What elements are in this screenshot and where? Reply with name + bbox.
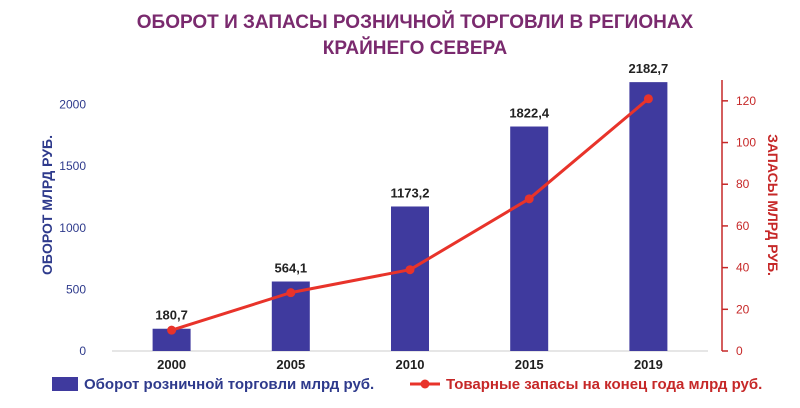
- left-tick-label: 1500: [59, 159, 86, 173]
- right-tick-label: 20: [736, 302, 750, 316]
- stock-point: [405, 265, 415, 275]
- x-category-label: 2005: [276, 357, 305, 372]
- right-tick-label: 100: [736, 136, 756, 150]
- stock-point: [643, 94, 653, 104]
- stock-point: [524, 194, 534, 204]
- right-tick-label: 60: [736, 219, 750, 233]
- x-category-label: 2019: [634, 357, 663, 372]
- bar: [510, 126, 549, 351]
- right-axis-title: ЗАПАСЫ МЛРД РУБ.: [765, 134, 781, 276]
- legend-line-label: Товарные запасы на конец года млрд руб.: [446, 376, 762, 393]
- bar-series: 180,7 564,1 1173,2 1822,4 2182,7: [152, 61, 669, 351]
- bar: [152, 328, 191, 351]
- bar: [391, 206, 429, 351]
- line-series: [167, 94, 653, 335]
- right-y-axis: 0 20 40 60 80 100 120: [721, 80, 756, 358]
- left-tick-label: 0: [79, 344, 86, 358]
- chart-title-line2: КРАЙНЕГО СЕВЕРА: [323, 37, 508, 59]
- left-tick-label: 500: [66, 282, 86, 296]
- bar-value-label: 180,7: [155, 308, 188, 323]
- legend-bar-label: Оборот розничной торговли млрд руб.: [84, 376, 374, 393]
- legend: Оборот розничной торговли млрд руб. Това…: [52, 376, 762, 393]
- bar-value-label: 2182,7: [629, 61, 669, 76]
- legend-bar-swatch: [52, 377, 78, 391]
- x-category-label: 2000: [157, 357, 186, 372]
- legend-line-marker: [420, 379, 430, 389]
- stock-point: [167, 325, 177, 335]
- bar-value-label: 1173,2: [390, 185, 429, 200]
- right-tick-label: 80: [736, 177, 750, 191]
- right-tick-label: 120: [736, 94, 756, 108]
- bar-value-label: 1822,4: [509, 106, 550, 121]
- left-tick-label: 1000: [59, 221, 86, 235]
- x-category-label: 2015: [515, 357, 544, 372]
- stock-point: [286, 288, 296, 298]
- left-tick-label: 2000: [59, 98, 86, 112]
- x-category-label: 2010: [396, 357, 425, 372]
- x-axis-categories: 2000 2005 2010 2015 2019: [157, 357, 663, 372]
- right-tick-label: 40: [736, 261, 750, 275]
- left-axis-title: ОБОРОТ МЛРД РУБ.: [39, 135, 55, 275]
- bar-value-label: 564,1: [275, 261, 308, 276]
- left-y-axis: 0 500 1000 1500 2000: [59, 98, 86, 358]
- chart-title-line1: ОБОРОТ И ЗАПАСЫ РОЗНИЧНОЙ ТОРГОВЛИ В РЕГ…: [137, 11, 694, 33]
- right-tick-label: 0: [736, 344, 743, 358]
- bar: [629, 82, 668, 351]
